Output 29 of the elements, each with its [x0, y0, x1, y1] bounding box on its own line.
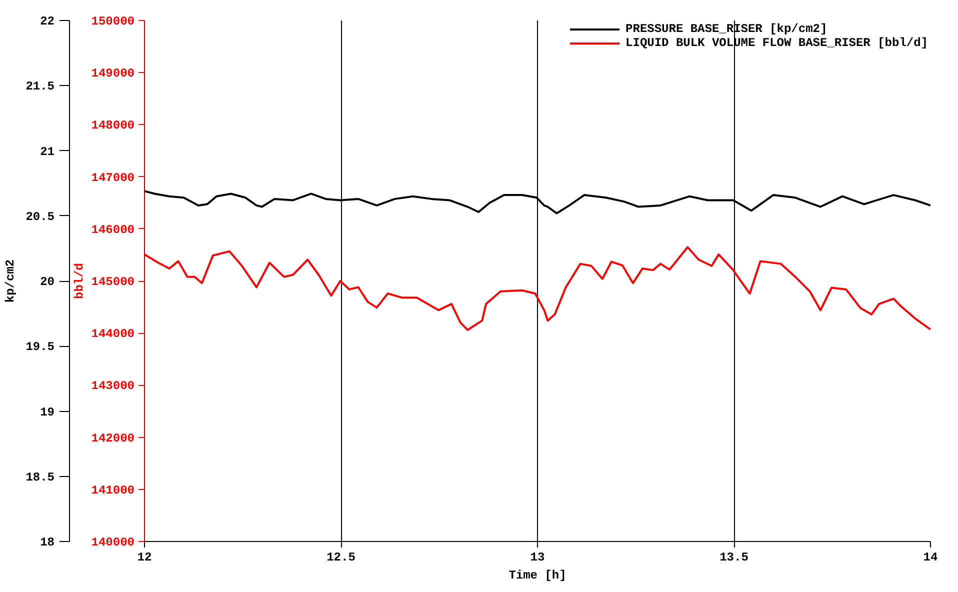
y2-axis-title: bbl/d: [72, 262, 86, 300]
y-axis-title: kp/cm2: [4, 259, 18, 303]
y2-tick-label: 144000: [91, 327, 135, 342]
x-tick-label: 13: [530, 550, 545, 564]
y-tick-label: 22: [40, 14, 55, 28]
y2-tick-label: 145000: [91, 275, 135, 289]
x-tick-label: 13.5: [720, 550, 748, 564]
y-tick-label: 19.5: [26, 340, 55, 354]
x-tick-label: 14: [923, 550, 938, 564]
x-tick-label: 12: [137, 550, 152, 564]
y-tick-label: 18: [40, 536, 55, 550]
line-series: [144, 246, 930, 331]
y2-tick-label: 148000: [91, 118, 135, 133]
y2-tick-label: 147000: [91, 170, 135, 185]
y-tick-label: 21: [40, 144, 55, 159]
y2-tick-label: 146000: [91, 222, 135, 237]
y2-tick-label: 149000: [91, 66, 135, 81]
x-tick-label: 12.5: [326, 550, 356, 564]
y-tick-label: 20: [40, 275, 55, 289]
y2-tick-label: 150000: [91, 14, 135, 28]
y-tick-label: 19: [40, 405, 55, 420]
y-tick-label: 21.5: [26, 80, 55, 94]
y2-tick-label: 142000: [91, 431, 135, 446]
y-tick-label: 20.5: [26, 210, 55, 224]
y2-tick-label: 140000: [91, 536, 135, 550]
y2-tick-label: 141000: [91, 483, 135, 498]
x-axis-title: Time [h]: [508, 568, 566, 582]
y-tick-label: 18.5: [26, 470, 55, 484]
y2-tick-label: 143000: [91, 379, 135, 394]
